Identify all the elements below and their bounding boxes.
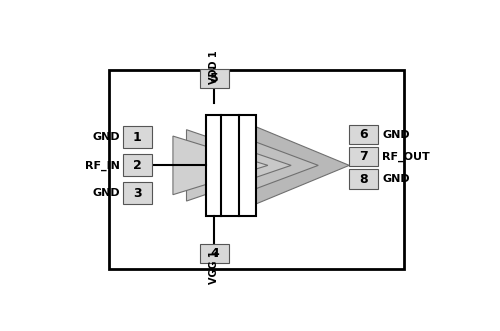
Text: 5: 5 [210,72,219,85]
Text: GND: GND [382,129,410,140]
Text: RF_OUT: RF_OUT [382,152,430,162]
Text: GND: GND [92,132,120,142]
Text: GND: GND [92,188,120,198]
Bar [349,169,378,189]
Bar [200,244,229,263]
Polygon shape [206,123,318,208]
Bar [122,182,152,204]
Bar [109,70,404,269]
Bar [206,115,256,215]
Text: 4: 4 [210,247,219,260]
Bar [200,69,229,88]
Bar [122,126,152,148]
Polygon shape [173,136,268,195]
Bar [349,125,378,144]
Text: 8: 8 [360,172,368,185]
Polygon shape [186,130,291,201]
Text: GND: GND [382,174,410,184]
Text: VGG 1: VGG 1 [210,251,220,284]
Polygon shape [229,116,349,215]
Text: 6: 6 [360,128,368,141]
Text: VDD 1: VDD 1 [210,50,220,83]
Text: 3: 3 [133,187,141,200]
Text: RF_IN: RF_IN [85,160,120,170]
Bar [349,147,378,166]
Bar [122,154,152,176]
Text: 2: 2 [132,159,141,172]
Text: 7: 7 [360,150,368,163]
Text: 1: 1 [132,131,141,144]
